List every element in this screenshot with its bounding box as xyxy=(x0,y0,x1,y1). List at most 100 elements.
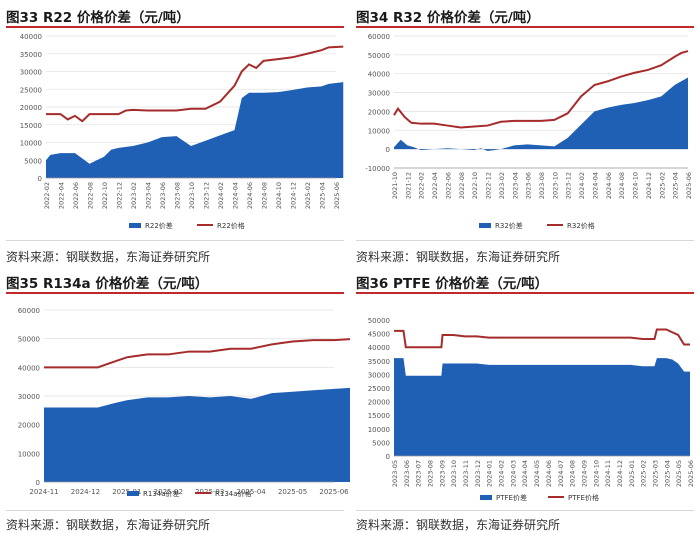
y-tick-label: 10000 xyxy=(368,426,390,434)
x-tick-label: 2024-01 xyxy=(486,460,494,487)
x-tick-label: 2024-12 xyxy=(645,172,653,199)
legend-swatch-area xyxy=(479,223,491,228)
series-line-R22价格 xyxy=(46,45,344,123)
x-tick-label: 2024-11 xyxy=(604,460,612,487)
chart-panel-r32: 图34 R32 价格价差（元/吨） 60000 50000 40000 30000 20… xyxy=(350,0,700,266)
x-tick-label: 2024-04 xyxy=(232,182,240,209)
y-tick-label: 0 xyxy=(36,479,40,487)
y-tick-label: 10000 xyxy=(20,140,42,148)
x-tick-label: 2023-08 xyxy=(427,460,435,487)
chart-panel-r134a: 图35 R134a 价格价差（元/吨） 60000 50000 40000 30000… xyxy=(0,266,350,532)
source-note: 资料来源：钢联数据，东海证券研究所 xyxy=(6,250,211,264)
x-tick-label: 2023-10 xyxy=(551,172,559,199)
y-tick-label: 5000 xyxy=(372,439,390,447)
source-rule xyxy=(356,510,694,511)
x-tick-label: 2023-12 xyxy=(203,182,211,209)
x-tick-label: 2024-12 xyxy=(616,460,624,487)
x-tick-label: 2025-04 xyxy=(672,172,680,199)
source-rule xyxy=(356,240,694,241)
y-tick-label: 30000 xyxy=(368,90,390,98)
legend-swatch-area xyxy=(127,491,139,496)
y-tick-label: 15000 xyxy=(368,412,390,420)
x-tick-label: 2025-06 xyxy=(687,460,695,487)
y-tick-label: 20000 xyxy=(368,399,390,407)
x-tick-label: 2022-04 xyxy=(431,172,439,199)
legend-label: R22价差 xyxy=(145,221,173,230)
y-tick-label: 10000 xyxy=(368,127,390,135)
y-tick-label: 25000 xyxy=(20,86,42,94)
y-tick-label: 60000 xyxy=(368,33,390,41)
x-tick-label: 2025-06 xyxy=(319,488,349,496)
chart-title: 图34 R32 价格价差（元/吨） xyxy=(356,10,540,26)
x-tick-label: 2025-02 xyxy=(640,460,648,487)
legend-label: R32价格 xyxy=(567,221,595,230)
x-tick-label: 2021-12 xyxy=(404,172,412,199)
y-tick-label: 25000 xyxy=(368,385,390,393)
x-tick-label: 2025-02 xyxy=(658,172,666,199)
y-tick-label: 60000 xyxy=(18,307,40,315)
x-tick-label: 2023-02 xyxy=(130,182,138,209)
x-tick-label: 2023-12 xyxy=(474,460,482,487)
x-tick-label: 2022-10 xyxy=(471,172,479,199)
chart-title: 图33 R22 价格价差（元/吨） xyxy=(6,10,190,26)
x-tick-label: 2021-10 xyxy=(391,172,399,199)
x-tick-label: 2023-12 xyxy=(565,172,573,199)
x-tick-label: 2024-10 xyxy=(592,460,600,487)
legend-label: PTFE价差 xyxy=(496,493,527,502)
chart-title: 图36 PTFE 价格价差（元/吨） xyxy=(356,276,549,292)
x-tick-label: 2022-10 xyxy=(101,182,109,209)
x-tick-label: 2025-05 xyxy=(675,460,683,487)
x-tick-label: 2025-06 xyxy=(685,172,693,199)
x-tick-label: 2024-11 xyxy=(29,488,58,496)
chart-svg: 6000050000400003000020000100000-10000202… xyxy=(365,33,693,230)
source-note: 资料来源：钢联数据，东海证券研究所 xyxy=(6,518,211,532)
x-tick-label: 2024-02 xyxy=(217,182,225,209)
y-tick-label: 45000 xyxy=(368,331,390,339)
x-tick-label: 2024-07 xyxy=(557,460,565,487)
x-tick-label: 2024-08 xyxy=(618,172,626,199)
source-note: 资料来源：钢联数据，东海证券研究所 xyxy=(356,250,561,264)
x-tick-label: 2025-04 xyxy=(663,460,671,487)
y-tick-label: 40000 xyxy=(20,33,42,41)
y-tick-label: 35000 xyxy=(20,51,42,59)
x-tick-label: 2025-04 xyxy=(237,488,267,496)
x-tick-label: 2024-09 xyxy=(580,460,588,487)
x-tick-label: 2025-03 xyxy=(651,460,659,487)
y-tick-label: 10000 xyxy=(18,450,40,458)
y-tick-label: 30000 xyxy=(368,371,390,379)
chart-svg: 40000 35000 30000 25000 20000 15000 10000 5000 0… xyxy=(20,33,344,230)
y-tick-label: 30000 xyxy=(18,393,40,401)
y-tick-label: 35000 xyxy=(368,358,390,366)
legend-swatch-area xyxy=(129,223,141,228)
title-rule xyxy=(6,26,344,28)
source-rule xyxy=(6,510,344,511)
x-tick-label: 2025-06 xyxy=(333,182,341,209)
x-tick-label: 2024-06 xyxy=(246,182,254,209)
legend-swatch-area xyxy=(480,495,492,500)
x-tick-label: 2024-02 xyxy=(498,460,506,487)
y-tick-label: 50000 xyxy=(18,336,40,344)
chart-panel-ptfe: 图36 PTFE 价格价差（元/吨） 50000 45000 40000 35000 3… xyxy=(350,266,700,532)
y-tick-label: 30000 xyxy=(20,69,42,77)
x-tick-label: 2022-08 xyxy=(87,182,95,209)
series-area-PTFE价差 xyxy=(394,358,690,456)
legend-label: R134a价格 xyxy=(215,489,252,498)
y-tick-label: 40000 xyxy=(368,344,390,352)
y-tick-label: 5000 xyxy=(24,157,42,165)
y-tick-label: 15000 xyxy=(20,122,42,130)
title-rule xyxy=(356,292,694,294)
x-tick-label: 2023-11 xyxy=(462,460,470,487)
x-tick-label: 2022-02 xyxy=(418,172,426,199)
x-tick-label: 2023-06 xyxy=(159,182,167,209)
y-tick-label: 0 xyxy=(38,175,42,183)
x-tick-label: 2023-10 xyxy=(188,182,196,209)
x-tick-label: 2023-05 xyxy=(391,460,399,487)
x-tick-label: 2023-09 xyxy=(438,460,446,487)
y-tick-label: -10000 xyxy=(365,165,390,173)
x-tick-label: 2023-08 xyxy=(174,182,182,209)
x-tick-label: 2022-12 xyxy=(116,182,124,209)
x-tick-label: 2024-08 xyxy=(569,460,577,487)
y-tick-label: 20000 xyxy=(20,104,42,112)
x-tick-label: 2024-04 xyxy=(591,172,599,199)
